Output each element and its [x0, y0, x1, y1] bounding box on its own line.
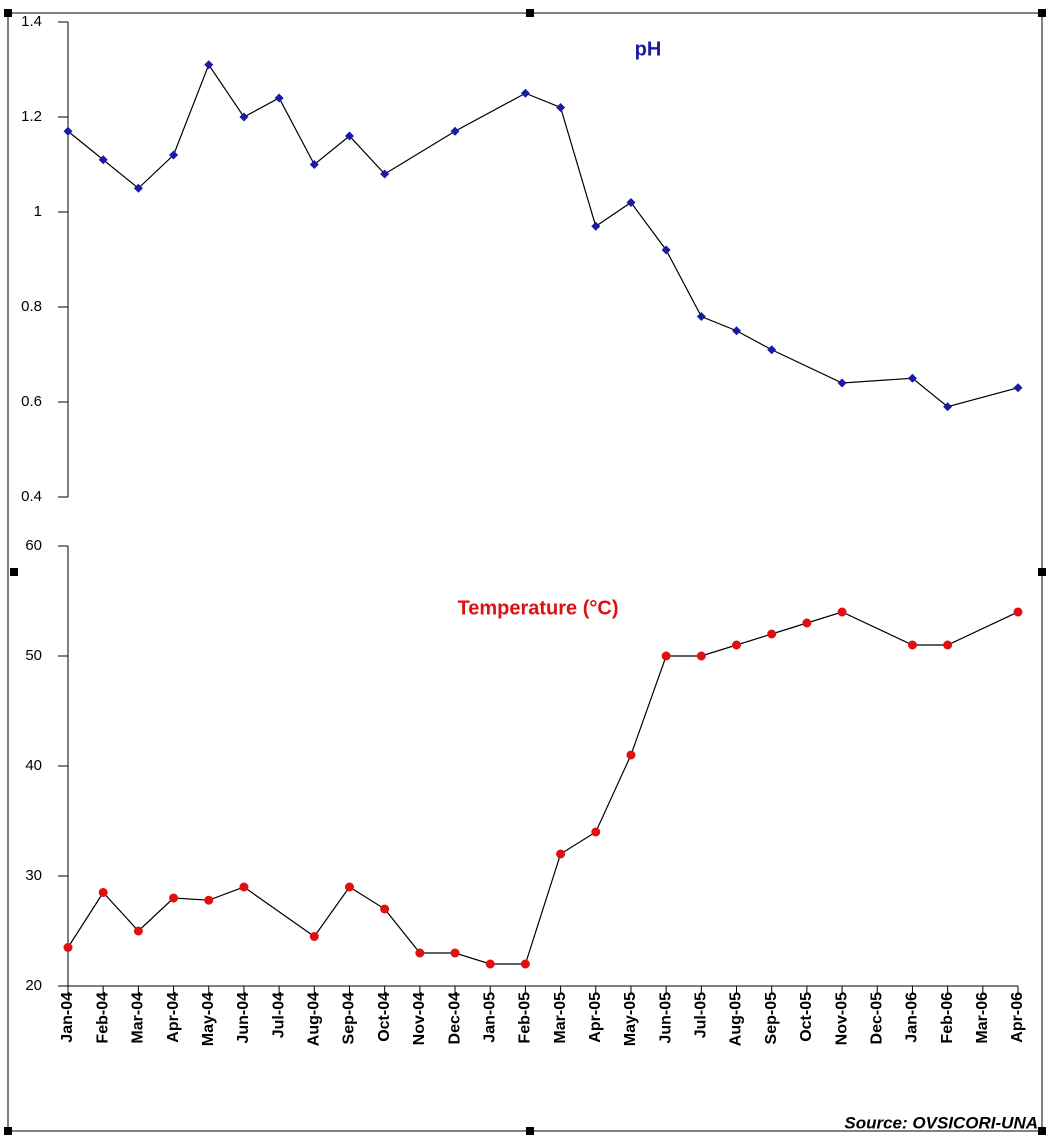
x-tick-label: Nov-04	[411, 992, 428, 1045]
data-point	[626, 750, 636, 760]
y-tick-label: 0.4	[21, 488, 42, 505]
data-point	[169, 150, 179, 160]
data-point	[591, 221, 601, 231]
x-tick-label: Feb-05	[517, 992, 534, 1044]
data-point	[520, 959, 530, 969]
data-point	[344, 131, 354, 141]
y-tick-label: 60	[25, 537, 42, 554]
data-point	[907, 373, 917, 383]
data-point	[485, 959, 495, 969]
x-tick-label: Jan-04	[59, 992, 76, 1043]
x-tick-label: Jul-04	[270, 992, 287, 1038]
data-point	[696, 651, 706, 661]
data-point	[943, 402, 953, 412]
data-point	[344, 882, 354, 892]
data-point	[380, 169, 390, 179]
x-tick-label: Nov-05	[833, 992, 850, 1045]
x-tick-label: Sep-04	[341, 992, 358, 1045]
y-tick-label: 20	[25, 977, 42, 994]
data-point	[309, 932, 319, 941]
x-tick-label: Apr-05	[587, 992, 604, 1043]
data-point	[661, 651, 671, 661]
data-point	[626, 198, 636, 207]
data-point	[204, 895, 214, 905]
data-point	[169, 893, 179, 903]
x-tick-label: Feb-06	[939, 992, 956, 1044]
x-tick-label: Dec-04	[446, 992, 463, 1045]
data-point	[556, 103, 566, 112]
x-tick-label: Mar-04	[130, 992, 147, 1044]
y-tick-label: 50	[25, 647, 42, 664]
data-point	[133, 183, 143, 193]
data-point	[380, 904, 390, 914]
data-point	[1013, 607, 1023, 617]
x-tick-label: Jan-06	[904, 992, 921, 1043]
x-tick-label: Mar-06	[974, 992, 991, 1044]
x-tick-label: Aug-05	[728, 992, 745, 1046]
data-point	[520, 88, 530, 98]
data-point	[732, 326, 742, 336]
data-point	[591, 827, 601, 837]
data-point	[837, 607, 847, 617]
y-tick-label: 1.2	[21, 108, 42, 125]
data-point	[837, 378, 847, 388]
data-point	[767, 629, 777, 639]
x-tick-label: May-04	[200, 992, 217, 1046]
data-point	[98, 888, 108, 897]
x-tick-label: Jan-05	[481, 992, 498, 1043]
y-tick-label: 1.4	[21, 13, 42, 30]
data-point	[63, 943, 73, 952]
y-tick-label: 1	[34, 203, 42, 220]
data-point	[907, 640, 917, 650]
x-tick-label: Dec-05	[868, 992, 885, 1045]
x-tick-label: May-05	[622, 992, 639, 1046]
data-point	[133, 926, 143, 936]
data-point	[309, 160, 319, 169]
x-tick-label: Feb-04	[94, 992, 111, 1044]
x-tick-label: Oct-05	[798, 992, 815, 1042]
x-tick-label: Sep-05	[763, 992, 780, 1045]
x-tick-label: Mar-05	[552, 992, 569, 1044]
data-point	[802, 618, 812, 628]
x-tick-label: Jun-04	[235, 992, 252, 1044]
data-point	[556, 849, 566, 859]
x-tick-label: Aug-04	[306, 992, 323, 1046]
data-point	[204, 60, 214, 70]
data-point	[98, 155, 108, 165]
data-point	[767, 345, 777, 355]
data-point	[696, 312, 706, 321]
data-point	[732, 640, 742, 650]
data-point	[239, 112, 249, 122]
x-tick-label: Apr-04	[165, 992, 182, 1043]
data-point	[450, 126, 460, 136]
x-tick-label: Jun-05	[657, 992, 674, 1044]
ph-title: pH	[635, 38, 662, 60]
data-point	[239, 882, 249, 892]
data-point	[1013, 383, 1023, 393]
data-line	[67, 63, 1019, 408]
source: Source: OVSICORI-UNA	[844, 1113, 1038, 1132]
temperature-title: Temperature (°C)	[458, 597, 619, 619]
data-point	[450, 948, 460, 958]
data-point	[63, 126, 73, 136]
selection-handles	[4, 9, 1046, 1135]
y-tick-label: 30	[25, 867, 42, 884]
data-point	[274, 93, 284, 103]
data-line	[67, 611, 1019, 965]
x-tick-label: Apr-06	[1009, 992, 1026, 1043]
y-tick-label: 0.8	[21, 298, 42, 315]
data-point	[943, 640, 953, 650]
y-tick-label: 40	[25, 757, 42, 774]
data-point	[661, 245, 671, 255]
x-tick-label: Jul-05	[693, 992, 710, 1038]
data-point	[415, 948, 425, 958]
y-tick-label: 0.6	[21, 393, 42, 410]
x-tick-label: Oct-04	[376, 992, 393, 1042]
